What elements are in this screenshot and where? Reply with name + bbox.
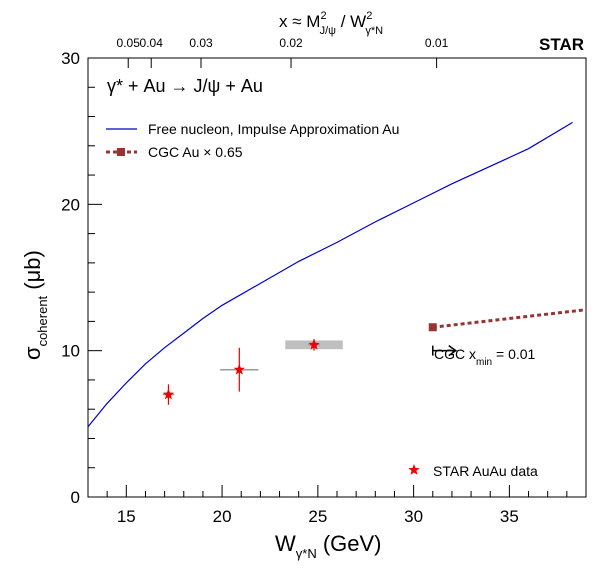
- legend-square-marker: [117, 148, 125, 156]
- top-axis-title: x ≈ M2 J/ψ / W2 γ*N: [279, 10, 383, 37]
- legend-star-marker: [408, 464, 420, 475]
- annotation-arrow-head: [448, 344, 458, 357]
- y-axis-title-text: σcoherent (μb): [20, 250, 50, 360]
- top-axis-tick-label: 0.04: [140, 36, 164, 50]
- experiment-label: STAR: [539, 35, 584, 54]
- annotation-text-sub: min: [476, 357, 492, 368]
- x-tick-label: 20: [213, 507, 232, 526]
- legend-label-cgc: CGC Au × 0.65: [148, 144, 243, 160]
- y-axis-title: σcoherent (μb): [20, 250, 50, 360]
- star-data-point: [308, 338, 320, 350]
- legend: Free nucleon, Impulse Approximation Au CG…: [106, 121, 538, 479]
- y-tick-label: 0: [71, 488, 80, 507]
- annotation-text-base: CGC x: [434, 346, 476, 362]
- plot-area: 15 20 25 30 35 0 10 20 30 0.05 0.04 0.03 0.02 0.01 CGC…: [61, 36, 587, 526]
- x-axis-title-text: Wγ*N (GeV): [275, 531, 382, 561]
- x-tick-label: 35: [500, 507, 519, 526]
- top-axis-tick-label: 0.03: [189, 36, 213, 50]
- x-tick-label: 15: [117, 507, 136, 526]
- top-axis-tick-label: 0.01: [425, 36, 449, 50]
- impulse-approximation-curve: [87, 121, 573, 428]
- top-axis-tick-label: 0.02: [279, 36, 303, 50]
- x-axis-title: Wγ*N (GeV): [275, 531, 382, 561]
- star-data-point: [162, 388, 175, 400]
- cgc-curve: [432, 308, 587, 329]
- top-axis-title-text: x ≈ M2 J/ψ / W2 γ*N: [279, 10, 383, 37]
- top-axis-tick-label: 0.05: [117, 36, 141, 50]
- annotation-text-tail: = 0.01: [492, 346, 535, 362]
- star-data-point: [233, 363, 245, 375]
- x-tick-label: 30: [404, 507, 423, 526]
- x-tick-label: 25: [308, 507, 327, 526]
- legend-label-impulse: Free nucleon, Impulse Approximation Au: [148, 121, 399, 137]
- reaction-label: γ* + Au → J/ψ + Au: [107, 76, 263, 96]
- legend-label-star: STAR AuAu data: [433, 463, 538, 479]
- y-tick-label: 20: [61, 195, 80, 214]
- cgc-start-marker: [428, 323, 437, 332]
- annotation-text: CGC xmin = 0.01: [434, 346, 536, 368]
- y-tick-label: 10: [61, 342, 80, 361]
- y-tick-label: 30: [61, 49, 80, 68]
